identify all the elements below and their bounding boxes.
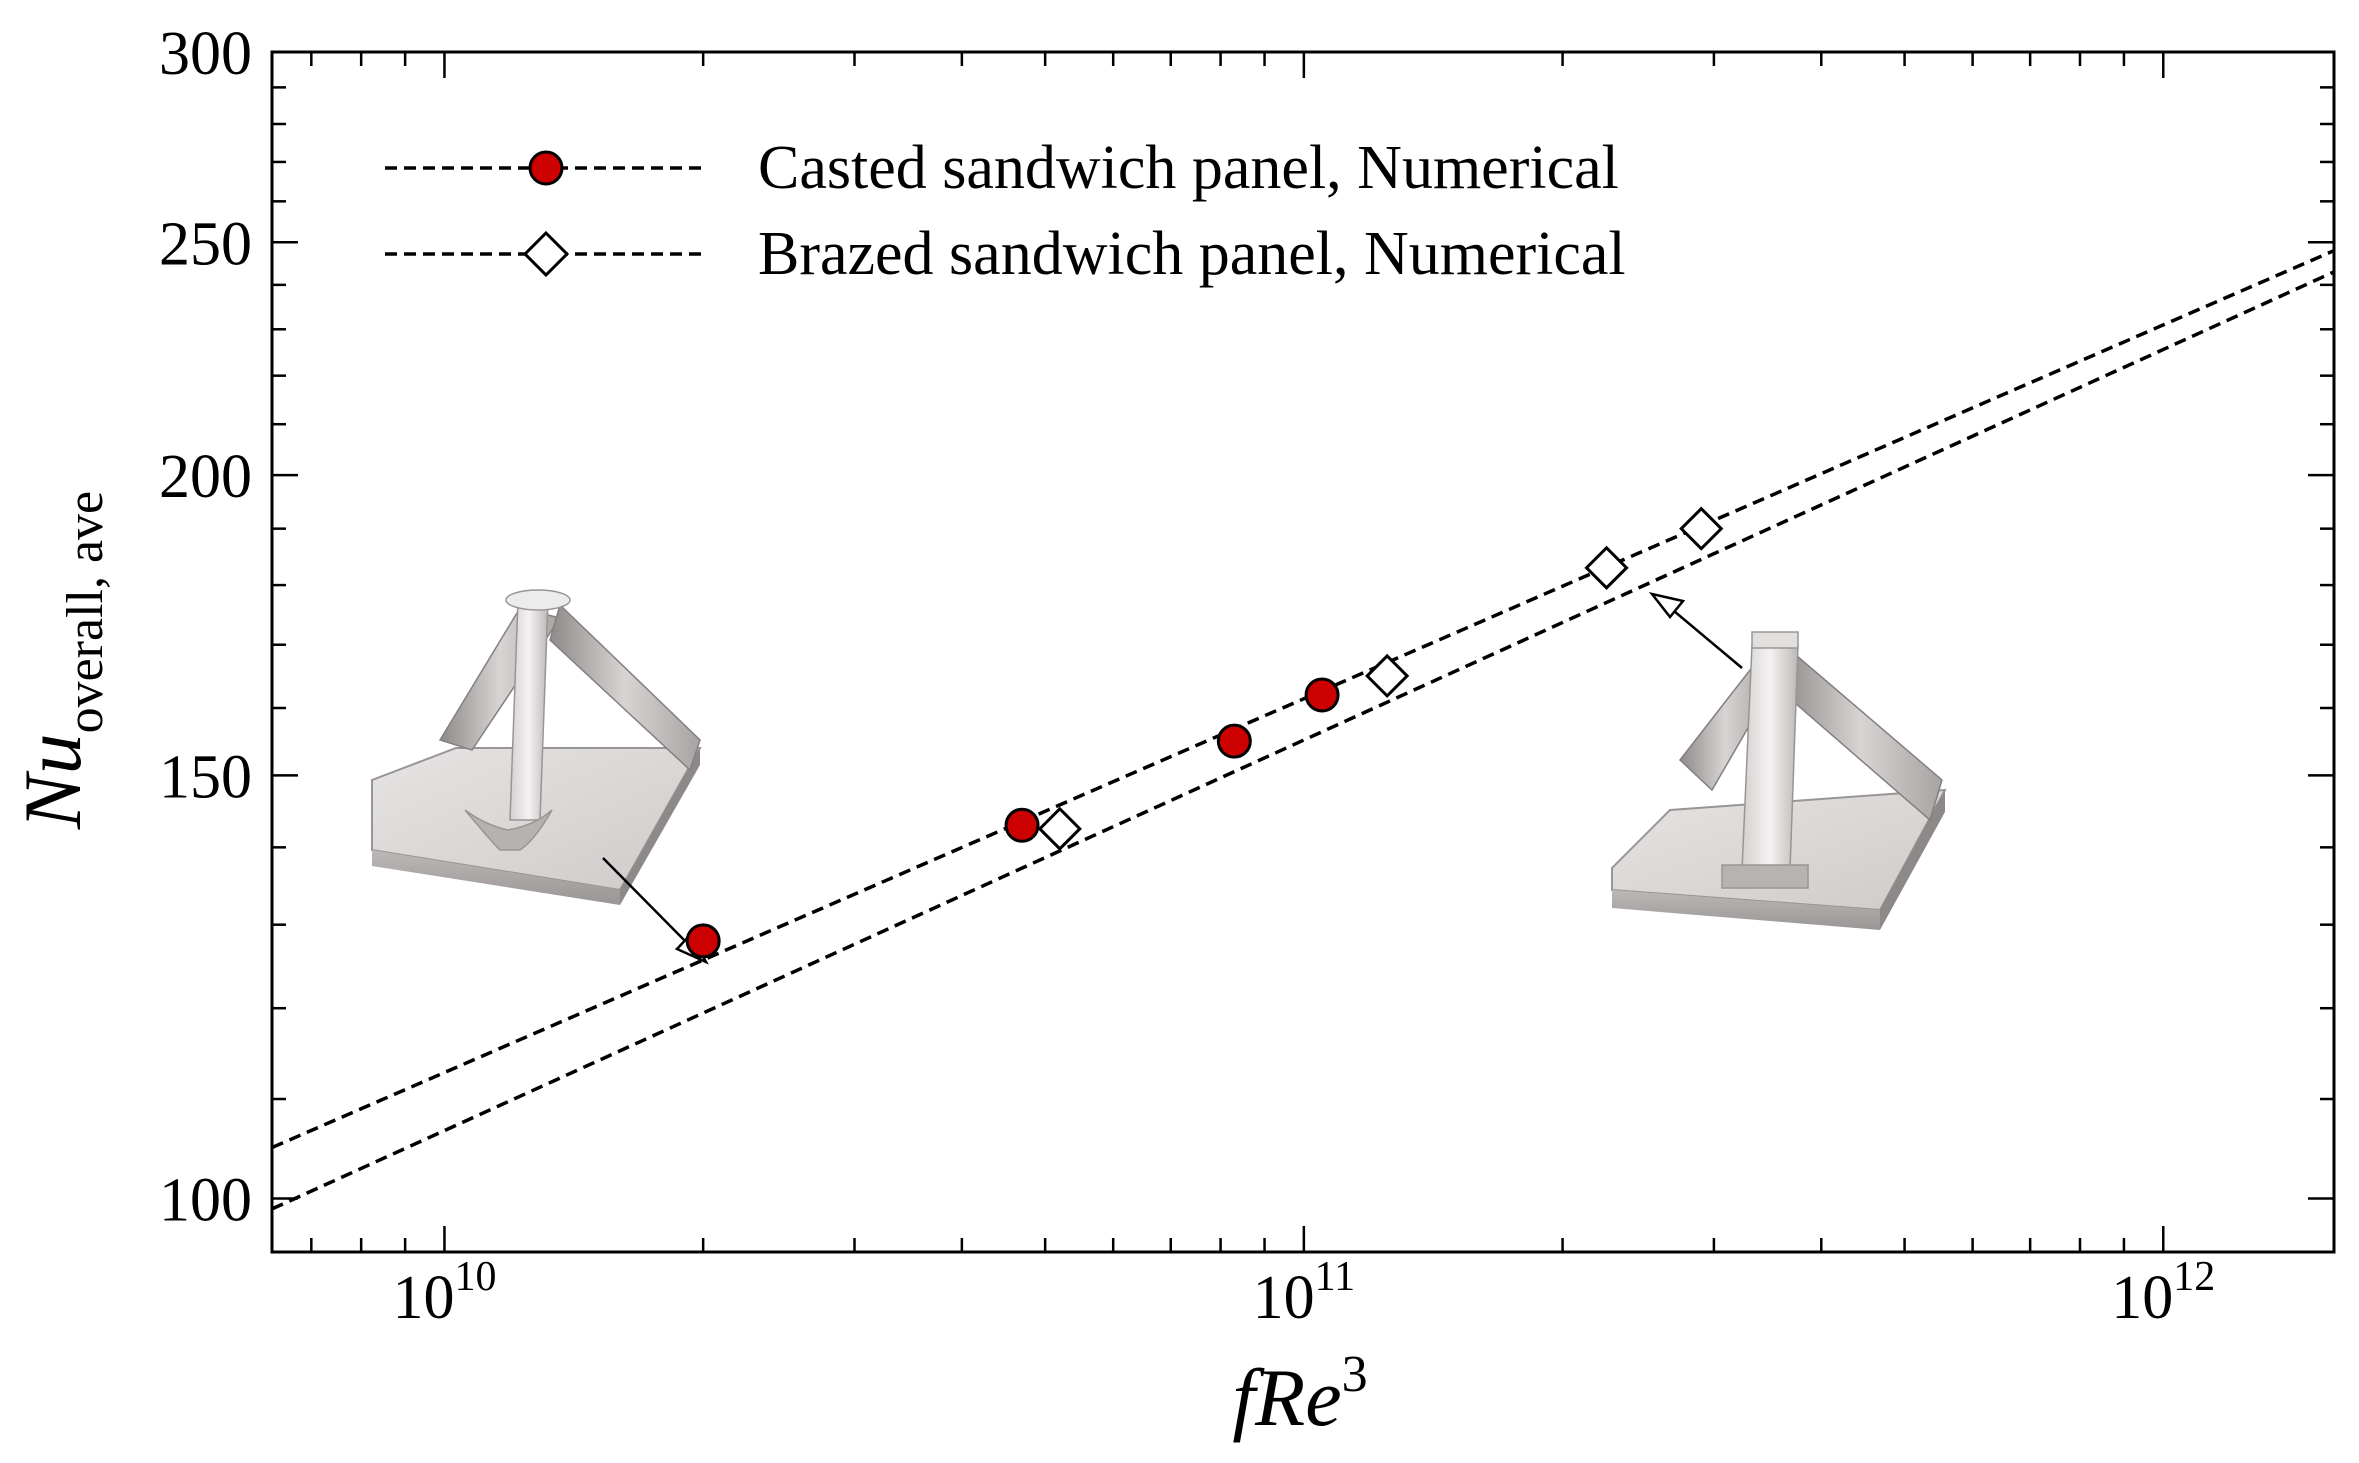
brazed-data-point [1584, 545, 1629, 590]
data-markers [685, 506, 1724, 959]
tick-labels: 1010 1011 1012 100 150 200 250 300 [159, 20, 2215, 1332]
fit-line-casted [272, 249, 2334, 1150]
brazed-annotation-arrow [1648, 592, 1743, 669]
x-tick-label: 1012 [2111, 1254, 2215, 1332]
y-tick-label: 200 [159, 443, 252, 511]
y-tick-label: 300 [159, 20, 252, 88]
casted-data-point [1004, 807, 1040, 843]
y-tick-label: 150 [159, 743, 252, 811]
axis-ticks [272, 50, 2334, 1252]
legend-entry-casted: Casted sandwich panel, Numerical [385, 134, 1619, 202]
x-tick-label: 1011 [1253, 1254, 1355, 1332]
legend-marker-diamond [522, 230, 570, 278]
fit-lines [272, 249, 2334, 1211]
legend-label-casted: Casted sandwich panel, Numerical [758, 134, 1619, 202]
fit-line-brazed [272, 270, 2334, 1211]
casted-data-point [685, 923, 721, 959]
brazed-data-point [1037, 806, 1082, 851]
y-tick-label: 100 [159, 1166, 252, 1234]
legend-entry-brazed: Brazed sandwich panel, Numerical [385, 220, 1626, 288]
legend: Casted sandwich panel, Numerical Brazed … [385, 134, 1626, 288]
casted-data-point [1216, 723, 1252, 759]
brazed-data-point [1679, 506, 1724, 551]
plot-frame [270, 50, 2336, 1254]
brazed-unit-cell-illustration [1611, 631, 1947, 930]
casted-data-point [1304, 677, 1340, 713]
legend-marker-circle [528, 150, 564, 186]
y-axis-title: Nuoverall, ave [7, 491, 114, 830]
x-axis-title: fRe3 [1232, 1346, 1367, 1443]
x-tick-label: 1010 [392, 1254, 496, 1332]
legend-label-brazed: Brazed sandwich panel, Numerical [758, 220, 1626, 288]
casted-unit-cell-illustration [371, 589, 702, 905]
brazed-data-point [1365, 653, 1410, 699]
y-tick-label: 250 [159, 210, 252, 278]
